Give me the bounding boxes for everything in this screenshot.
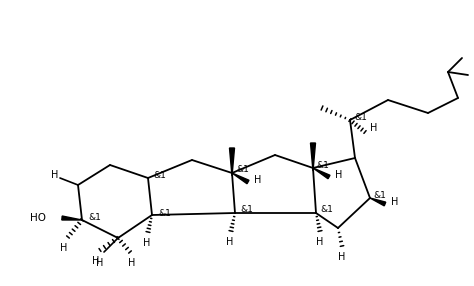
Text: H: H	[128, 258, 136, 268]
Text: &1: &1	[158, 208, 171, 217]
Text: H: H	[143, 238, 151, 248]
Polygon shape	[370, 198, 386, 206]
Text: HO: HO	[30, 213, 46, 223]
Text: &1: &1	[354, 112, 367, 122]
Text: H: H	[370, 123, 377, 133]
Text: &1: &1	[316, 160, 329, 170]
Text: &1: &1	[153, 170, 166, 180]
Polygon shape	[313, 168, 330, 179]
Text: H: H	[226, 237, 234, 247]
Text: H: H	[391, 197, 398, 207]
Text: H: H	[51, 170, 59, 180]
Polygon shape	[62, 216, 82, 220]
Text: &1: &1	[236, 166, 249, 174]
Text: H: H	[316, 237, 324, 247]
Text: H: H	[338, 252, 346, 262]
Text: &1: &1	[88, 214, 101, 223]
Text: H: H	[254, 175, 261, 185]
Text: H: H	[335, 170, 342, 180]
Text: H: H	[92, 256, 100, 266]
Text: H: H	[96, 258, 104, 268]
Text: &1: &1	[240, 206, 253, 214]
Text: &1: &1	[320, 206, 333, 214]
Polygon shape	[232, 173, 249, 184]
Text: &1: &1	[373, 190, 386, 200]
Text: H: H	[60, 243, 68, 253]
Polygon shape	[229, 148, 235, 176]
Polygon shape	[310, 143, 316, 171]
